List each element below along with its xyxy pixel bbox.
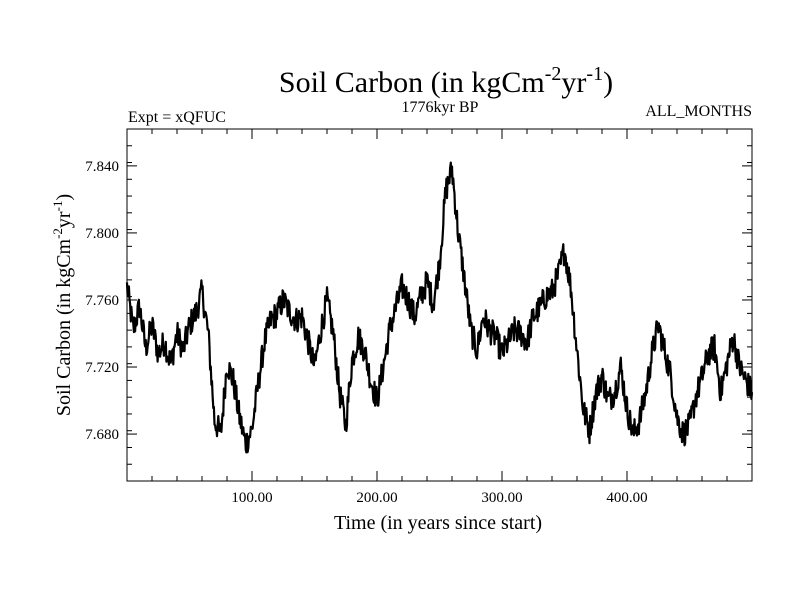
- x-tick-label: 400.00: [606, 490, 647, 506]
- chart-title: Soil Carbon (in kgCm-2yr-1): [279, 63, 613, 99]
- x-tick-label: 100.00: [231, 490, 272, 506]
- y-tick-label: 7.680: [85, 427, 119, 443]
- experiment-label: Expt = xQFUC: [128, 109, 226, 126]
- x-axis-ticks: 100.00 200.00 300.00 400.00: [126, 129, 753, 506]
- y-tick-label: 7.720: [85, 360, 119, 376]
- y-tick-label: 7.800: [85, 226, 119, 242]
- y-axis-ticks: 7.680 7.720 7.760 7.800 7.840: [85, 128, 752, 482]
- period-label: 1776kyr BP: [402, 99, 479, 116]
- y-axis-label: Soil Carbon (in kgCm-2yr-1): [50, 194, 75, 416]
- y-tick-label: 7.840: [85, 159, 119, 175]
- months-label: ALL_MONTHS: [645, 103, 752, 120]
- x-tick-label: 300.00: [481, 490, 522, 506]
- plot-frame: [126, 128, 753, 482]
- y-tick-label: 7.760: [85, 293, 119, 309]
- x-axis-label: Time (in years since start): [334, 512, 542, 534]
- x-tick-label: 200.00: [356, 490, 397, 506]
- series-group: [125, 161, 754, 454]
- series-line: [125, 161, 754, 454]
